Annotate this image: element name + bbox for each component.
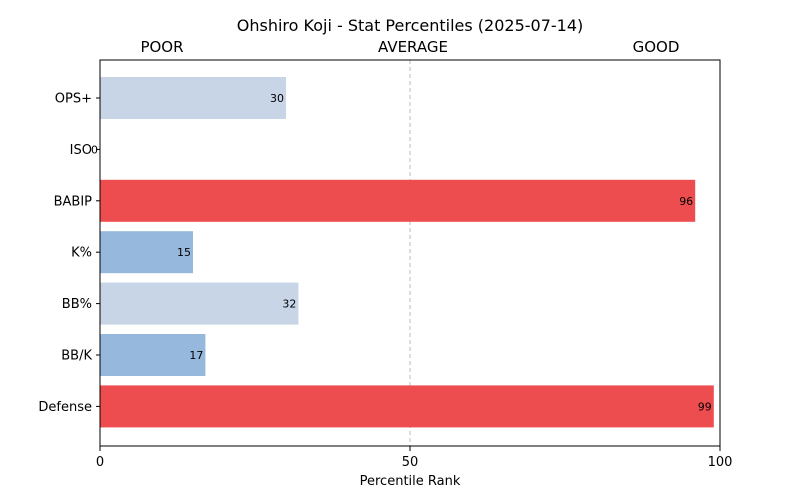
plot-area: 30OPS+0ISO96BABIP15K%32BB%17BB/K99Defens… xyxy=(38,59,733,470)
band-label-average: AVERAGE xyxy=(378,38,448,56)
bar-6 xyxy=(100,385,714,428)
value-label-2: 96 xyxy=(679,195,693,208)
bar-2 xyxy=(100,179,696,222)
x-axis-label: Percentile Rank xyxy=(360,474,461,489)
value-label-3: 15 xyxy=(177,246,191,259)
value-label-4: 32 xyxy=(282,298,296,311)
value-label-6: 99 xyxy=(698,400,712,413)
band-label-poor: POOR xyxy=(140,38,183,56)
category-label-3: K% xyxy=(71,246,92,261)
band-label-good: GOOD xyxy=(633,38,680,56)
category-label-5: BB/K xyxy=(61,349,92,364)
x-tick-label-0: 0 xyxy=(96,455,104,470)
value-label-1: 0 xyxy=(91,143,98,156)
value-label-5: 17 xyxy=(189,349,203,362)
category-label-1: ISO xyxy=(70,143,92,158)
bar-5 xyxy=(100,334,206,376)
chart-title: Ohshiro Koji - Stat Percentiles (2025-07… xyxy=(237,16,584,35)
category-label-4: BB% xyxy=(62,297,92,312)
category-label-2: BABIP xyxy=(54,194,93,209)
value-label-0: 30 xyxy=(270,92,284,105)
category-label-6: Defense xyxy=(38,400,92,415)
category-label-0: OPS+ xyxy=(55,92,92,107)
bar-4 xyxy=(100,282,299,325)
x-tick-label-1: 50 xyxy=(402,455,419,470)
bar-3 xyxy=(100,231,193,274)
x-tick-label-2: 100 xyxy=(708,455,733,470)
bar-0 xyxy=(100,77,286,119)
